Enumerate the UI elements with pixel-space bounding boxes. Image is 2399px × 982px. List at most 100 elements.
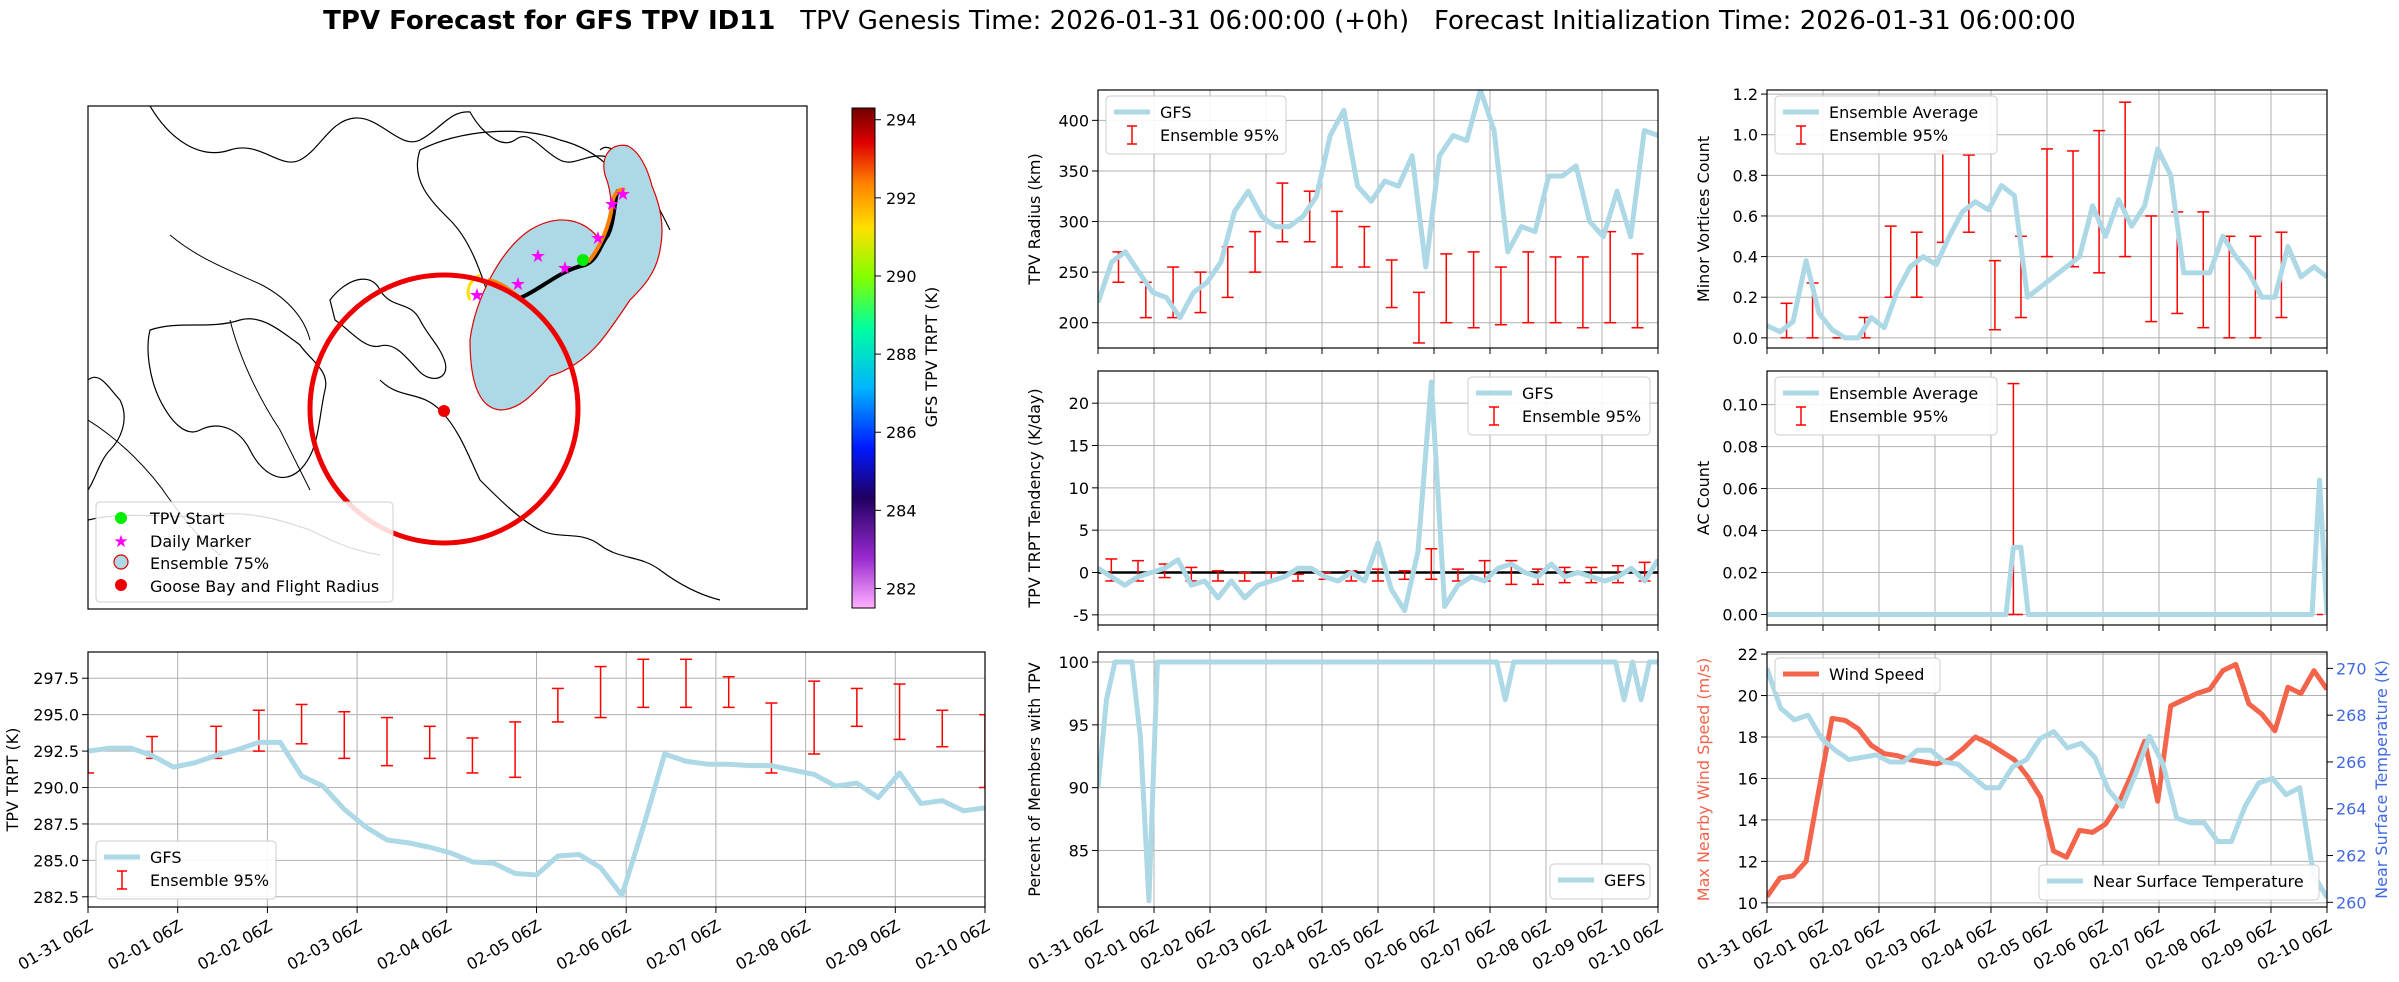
y-tick-label: 290.0 [33, 779, 79, 798]
error-bar [1576, 256, 1589, 329]
error-bar [808, 680, 821, 755]
legend-label: Ensemble 95% [1160, 126, 1279, 145]
legend-daily-marker-icon: ★ [113, 532, 128, 552]
colorbar-gradient [851, 107, 876, 609]
legend-box [1774, 657, 1941, 694]
y-tick-label: 0.06 [1722, 480, 1758, 499]
x-tick-label: 02-03 06Z [284, 916, 365, 974]
y-tick-label: 10 [1738, 894, 1758, 913]
axes-frame [1766, 89, 2328, 349]
legend: Ensemble Average Ensemble 95% [1774, 95, 1998, 155]
y-axis-label: TPV TRPT Tendency (K/day) [1025, 388, 1044, 608]
daily-marker: ★ [510, 274, 526, 295]
y-tick-label: 300 [1058, 213, 1089, 232]
y2-tick-label: 264 [2336, 800, 2367, 819]
y-tick-label: 0.08 [1722, 438, 1758, 457]
error-bar [1549, 256, 1562, 324]
chart-ac: 0.00 0.02 0.04 0.06 0.08 0.10 AC Count Ensemble… [1694, 370, 2328, 631]
error-bar [423, 725, 436, 760]
legend-label: Ensemble Average [1829, 384, 1978, 403]
legend-tpv-start: TPV Start [149, 509, 225, 528]
error-bar [1780, 302, 1793, 339]
y-tick-label: 0.4 [1733, 248, 1758, 267]
y-tick-label: 250 [1058, 263, 1089, 282]
legend: Wind Speed [1774, 657, 1941, 694]
legend-label: GFS [150, 848, 181, 867]
y-tick-label: 10 [1069, 479, 1089, 498]
error-bar [1194, 271, 1207, 314]
error-bar [594, 665, 607, 719]
series-line-ac [1767, 477, 2327, 618]
flight-radius-circle [307, 272, 581, 546]
error-bar [722, 676, 735, 709]
daily-marker: ★ [469, 285, 485, 306]
y-tick-label: 15 [1069, 437, 1089, 456]
y-tick-label: 1.0 [1733, 126, 1758, 145]
colorbar: 282 284 286 288 290 292 294 GFS TPV TRPT (K) [851, 107, 941, 609]
legend-ensemble-75: Ensemble 75% [150, 554, 269, 573]
error-bar [1884, 225, 1897, 298]
y-tick-label: 1.2 [1733, 85, 1758, 104]
legend-label: Near Surface Temperature [2093, 872, 2304, 891]
series-line-wind [1767, 661, 2327, 899]
chart-trpt: 01-31 06Z 02-01 06Z 02-02 06Z 02-03 06Z 02-0… [3, 651, 993, 974]
x-tick-label: 02-04 06Z [374, 916, 455, 974]
error-bar [1303, 190, 1316, 243]
tpv-start-marker [577, 254, 589, 266]
tpv-track-cool [466, 273, 481, 301]
x-tick-label: 02-09 06Z [822, 916, 903, 974]
daily-marker: ★ [604, 194, 620, 215]
series-line-percent [1098, 659, 1658, 904]
error-bar [1425, 548, 1438, 581]
x-tick-label: 02-10 06Z [912, 916, 993, 974]
error-bar [1988, 259, 2001, 331]
y-tick-label: 0.10 [1722, 396, 1758, 415]
error-bar [1631, 253, 1644, 329]
boundary-3 [229, 319, 311, 491]
y-tick-label: 0 [1079, 564, 1089, 583]
error-bar [1522, 251, 1535, 324]
daily-marker: ★ [615, 184, 631, 205]
error-bar [1212, 570, 1224, 582]
legend: Near Surface Temperature [2038, 864, 2320, 901]
colorbar-label: GFS TPV TRPT (K) [922, 287, 941, 427]
colorbar-tick-label: 290 [886, 267, 917, 286]
colorbar-tick-label: 286 [886, 423, 917, 442]
error-bar [1238, 571, 1251, 582]
y-tick-label: 292.5 [33, 742, 79, 761]
y-tick-label: 285.0 [33, 851, 79, 870]
error-bar [1604, 230, 1617, 324]
legend-label: Ensemble 95% [150, 871, 269, 890]
error-bar [680, 658, 692, 709]
legend-label: Ensemble 95% [1829, 126, 1948, 145]
y-axis-label: TPV Radius (km) [1025, 153, 1044, 286]
legend-label: GFS [1160, 103, 1191, 122]
colorbar-tick-label: 292 [886, 189, 917, 208]
y-tick-label: 0.8 [1733, 166, 1758, 185]
x-tick-label: 02-08 06Z [732, 916, 813, 974]
legend-box [1774, 376, 1998, 436]
series-line-tendency [1098, 379, 1658, 614]
chart-minor: 0.0 0.2 0.4 0.6 0.8 1.0 1.2 Minor Vortices Coun… [1694, 85, 2328, 354]
error-bar [338, 710, 351, 760]
error-bar [936, 709, 949, 748]
series-line-temperature [1767, 667, 2327, 899]
daily-marker: ★ [590, 228, 606, 249]
error-bar [1331, 210, 1344, 268]
error-bar [551, 687, 564, 723]
y-tick-label: 12 [1738, 852, 1758, 871]
goose-bay-marker [438, 405, 450, 417]
error-bar [637, 658, 650, 709]
error-bar [2119, 101, 2132, 258]
y-tick-label: 0.02 [1722, 564, 1758, 583]
y-tick-label: -5 [1073, 606, 1089, 625]
genesis-time: TPV Genesis Time: 2026-01-31 06:00:00 (+… [800, 6, 1410, 36]
tpv-track [519, 189, 620, 300]
error-bar [295, 703, 308, 745]
y2-tick-label: 266 [2336, 753, 2367, 772]
legend-label: Wind Speed [1829, 665, 1924, 684]
y-tick-label: 20 [1069, 394, 1089, 413]
legend-label: GEFS [1604, 871, 1646, 890]
map-panel: ★ ★ ★ ★ ★ ★ ★ ★ TPV Start Daily Marker E… [87, 105, 941, 610]
